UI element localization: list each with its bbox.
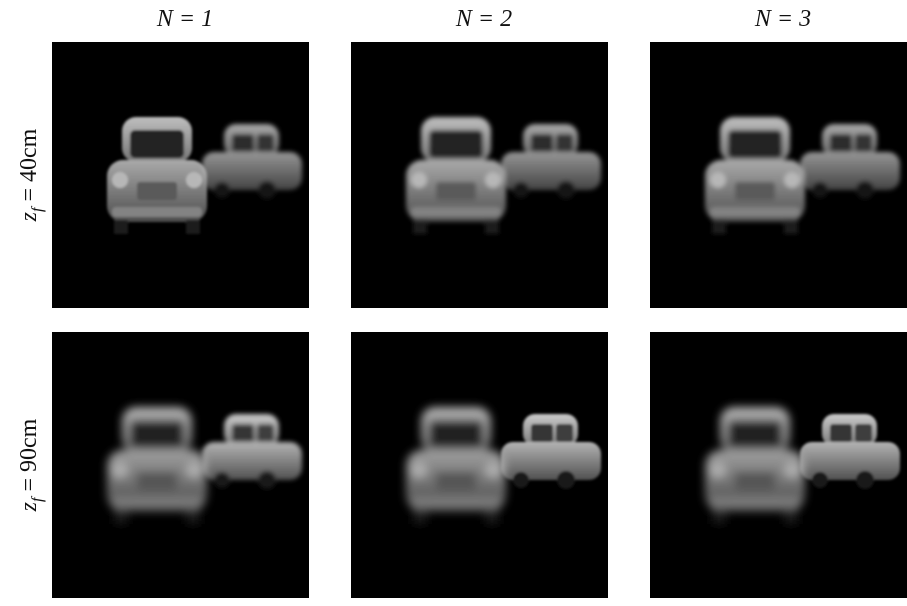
reconstruction-image [52,42,309,308]
column-label: N = 3 [754,6,811,32]
column-label: N = 1 [156,6,213,32]
reconstruction-image [650,42,907,308]
reconstruction-image [52,332,309,598]
row-label-symbol: z [16,211,42,222]
reconstruction-image [351,42,608,308]
row-label-rest: = 90cm [16,418,42,497]
reconstruction-image [650,332,907,598]
reconstruction-image [351,332,608,598]
column-label: N = 2 [455,6,512,32]
figure: N = 1 N = 2 N = 3 zf = 40cm zf = 90cm [0,0,907,601]
row-label: zf = 40cm [16,128,46,222]
row-label-rest: = 40cm [16,128,42,207]
row-label-symbol: z [16,501,42,512]
row-label: zf = 90cm [16,418,46,512]
